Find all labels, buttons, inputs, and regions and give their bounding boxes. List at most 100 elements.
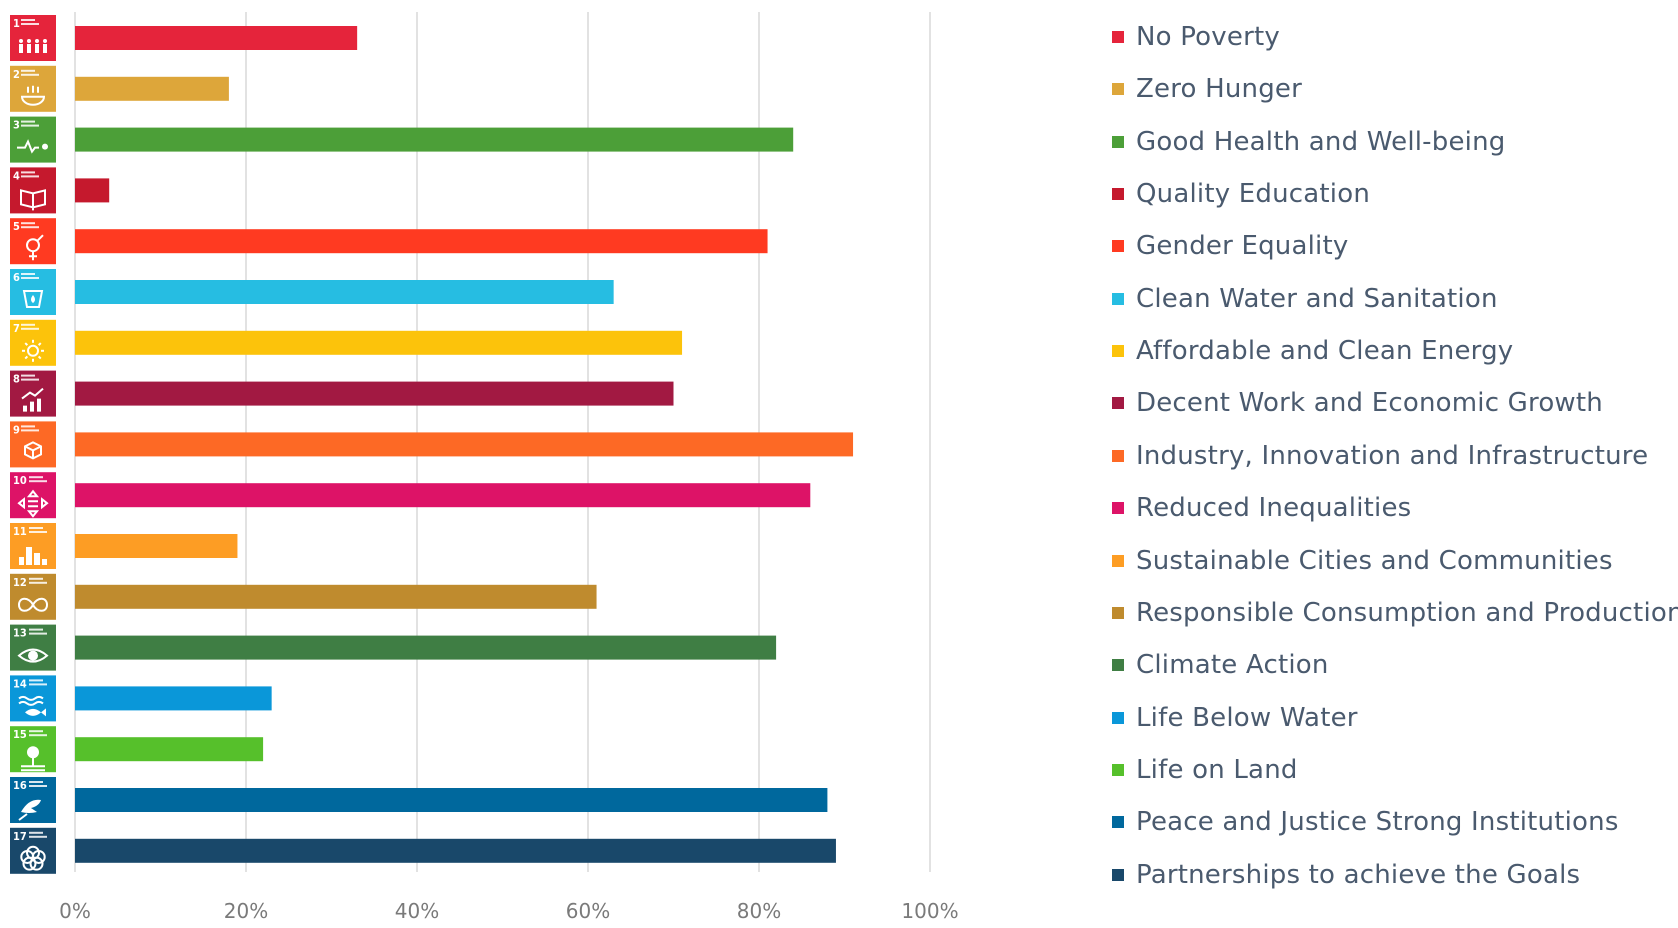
legend-label: Responsible Consumption and Production <box>1136 597 1678 628</box>
legend-swatch <box>1112 240 1124 253</box>
legend-swatch <box>1112 763 1124 776</box>
legend-swatch <box>1112 292 1124 305</box>
legend-label: Decent Work and Economic Growth <box>1136 388 1603 419</box>
sdg-number: 3 <box>13 119 20 132</box>
sdg-number: 14 <box>13 677 27 690</box>
legend-swatch <box>1112 345 1124 358</box>
legend-label: Life Below Water <box>1136 702 1358 733</box>
legend-swatch <box>1112 188 1124 201</box>
legend-item: Gender Equality <box>1112 229 1348 263</box>
legend-label: Good Health and Well-being <box>1136 126 1506 157</box>
equality-arrows-icon: 10 <box>10 472 56 519</box>
sdg-number: 5 <box>13 220 20 233</box>
legend-item: Sustainable Cities and Communities <box>1112 544 1613 578</box>
growth-chart-icon: 8 <box>10 370 56 417</box>
x-tick-label: 60% <box>566 899 610 923</box>
infinity-icon: 12 <box>10 573 56 620</box>
bars <box>75 26 854 863</box>
legend-item: Partnerships to achieve the Goals <box>1112 858 1580 892</box>
legend-item: Life on Land <box>1112 753 1298 787</box>
legend-swatch <box>1112 659 1124 672</box>
people-icon: 1 <box>10 15 56 61</box>
cubes-icon: 9 <box>10 421 56 468</box>
bar <box>75 330 683 355</box>
x-tick-label: 0% <box>59 899 91 923</box>
gender-icon: 5 <box>10 218 56 265</box>
legend-item: Quality Education <box>1112 177 1370 211</box>
legend-label: Zero Hunger <box>1136 74 1302 105</box>
bar <box>75 381 674 406</box>
legend-item: Climate Action <box>1112 648 1329 682</box>
legend-swatch <box>1112 397 1124 410</box>
water-drop-icon: 6 <box>10 269 56 315</box>
sun-icon: 7 <box>10 319 56 366</box>
legend-label: No Poverty <box>1136 22 1280 52</box>
legend-swatch <box>1112 31 1124 43</box>
sdg-number: 15 <box>13 728 27 741</box>
bar <box>75 686 272 711</box>
legend-swatch <box>1112 554 1124 567</box>
legend-swatch <box>1112 502 1124 515</box>
bar <box>75 534 238 558</box>
x-axis-ticks: 0% 20% 40% 60% 80% 100% <box>59 899 958 923</box>
bar <box>75 178 110 203</box>
bar <box>75 483 811 508</box>
sdg-number: 1 <box>13 17 20 30</box>
legend-item: Responsible Consumption and Production <box>1112 596 1678 630</box>
tree-icon: 15 <box>10 726 56 773</box>
legend-item: Decent Work and Economic Growth <box>1112 386 1603 420</box>
legend-item: Affordable and Clean Energy <box>1112 334 1513 368</box>
sdg-number: 10 <box>13 474 27 487</box>
bar <box>75 788 828 812</box>
book-icon: 4 <box>10 167 56 214</box>
rings-icon: 17 <box>10 827 56 874</box>
sdg-number: 11 <box>13 525 27 538</box>
x-tick-label: 20% <box>224 899 268 923</box>
sdg-number: 8 <box>13 373 20 386</box>
city-icon: 11 <box>10 523 56 569</box>
legend-label: Sustainable Cities and Communities <box>1136 545 1613 576</box>
fish-icon: 14 <box>10 675 56 722</box>
sdg-number: 9 <box>13 423 20 436</box>
heartbeat-icon: 3 <box>10 116 56 163</box>
legend-swatch <box>1112 606 1124 619</box>
legend-label: Life on Land <box>1136 754 1298 785</box>
bar <box>75 838 836 863</box>
legend-label: Partnerships to achieve the Goals <box>1136 859 1581 890</box>
sdg-number: 4 <box>13 169 20 182</box>
bar <box>75 76 229 101</box>
sdg-number: 17 <box>13 830 27 843</box>
legend-swatch <box>1112 816 1124 829</box>
legend-label: Gender Equality <box>1136 231 1349 262</box>
bar <box>75 584 597 609</box>
legend-label: Peace and Justice Strong Institutions <box>1136 807 1619 838</box>
legend-item: Life Below Water <box>1112 701 1358 735</box>
bar <box>75 280 614 304</box>
sdg-number: 2 <box>13 68 20 81</box>
sdg-number: 16 <box>13 779 27 792</box>
bar <box>75 229 768 254</box>
legend-item: No Poverty <box>1112 20 1280 54</box>
bar <box>75 127 794 152</box>
bar <box>75 432 854 457</box>
legend-item: Clean Water and Sanitation <box>1112 282 1498 316</box>
legend-item: Zero Hunger <box>1112 72 1302 106</box>
bar <box>75 635 777 660</box>
eye-globe-icon: 13 <box>10 624 56 671</box>
sdg-number: 7 <box>13 322 20 335</box>
legend-item: Reduced Inequalities <box>1112 491 1411 525</box>
sdg-number: 6 <box>13 271 20 284</box>
sdg-number: 12 <box>13 576 27 589</box>
legend-swatch <box>1112 83 1124 96</box>
bar <box>75 737 264 762</box>
legend-label: Reduced Inequalities <box>1136 493 1412 524</box>
x-tick-label: 100% <box>901 899 958 923</box>
legend-swatch <box>1112 449 1124 462</box>
sdg-number: 13 <box>13 627 27 640</box>
legend-item: Peace and Justice Strong Institutions <box>1112 805 1619 839</box>
legend-swatch <box>1112 135 1124 148</box>
legend-label: Affordable and Clean Energy <box>1136 336 1514 367</box>
legend-label: Quality Education <box>1136 179 1371 210</box>
